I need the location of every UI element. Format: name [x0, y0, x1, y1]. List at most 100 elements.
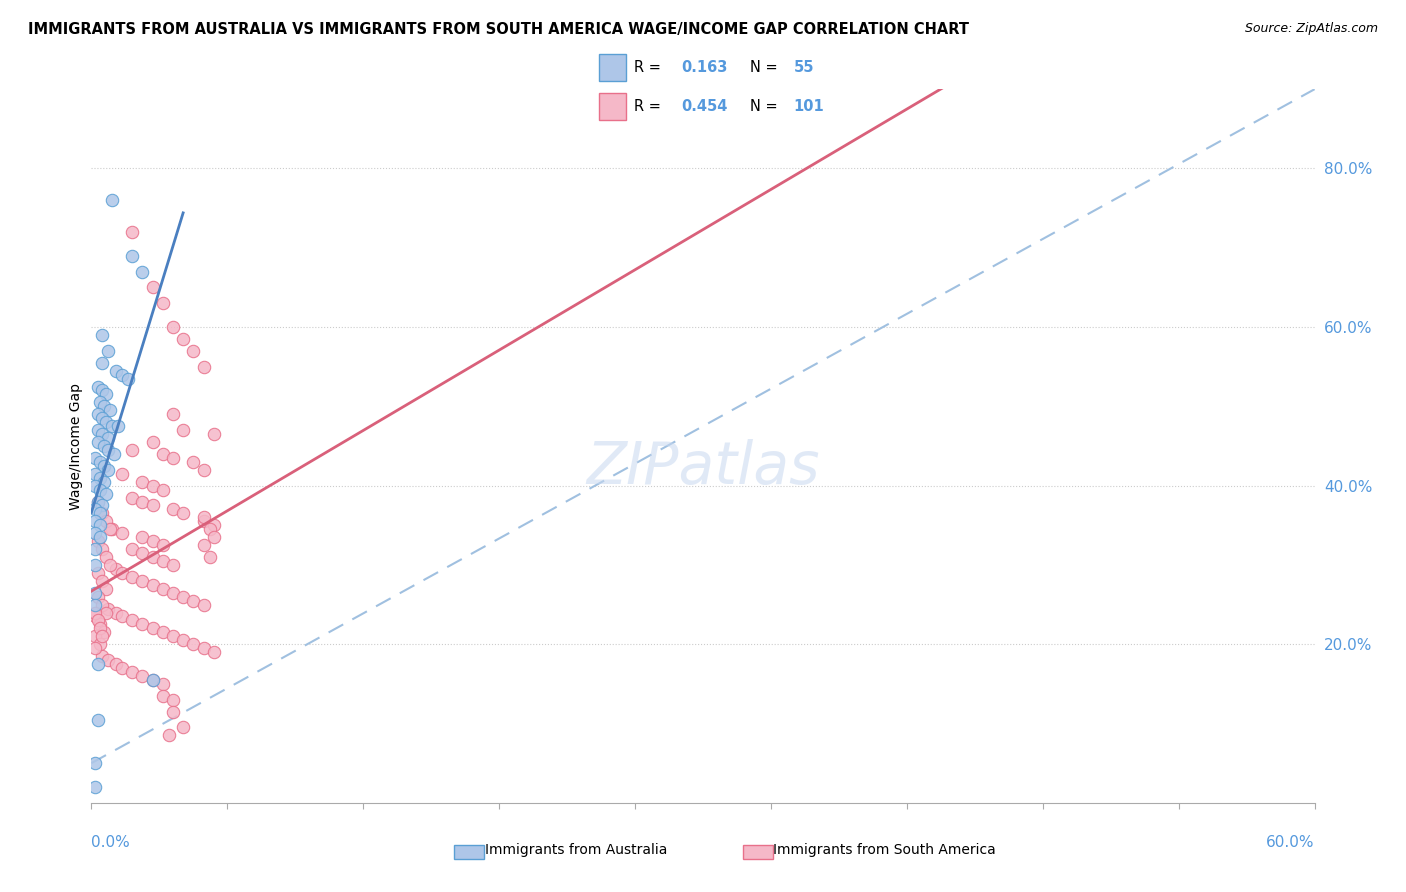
Point	[84, 558, 107, 572]
Point	[93, 458, 115, 473]
Point	[104, 657, 127, 671]
Point	[121, 491, 143, 505]
Point	[89, 471, 111, 485]
Point	[84, 606, 107, 620]
Point	[141, 578, 163, 592]
Point	[101, 193, 124, 207]
Point	[97, 653, 120, 667]
Point	[193, 514, 215, 528]
Point	[111, 566, 134, 580]
Text: ZIPatlas: ZIPatlas	[586, 439, 820, 496]
Bar	[742, 845, 773, 859]
Text: 0.0%: 0.0%	[91, 836, 131, 850]
Point	[90, 574, 112, 588]
Point	[141, 673, 163, 687]
Point	[152, 483, 174, 497]
Point	[84, 598, 107, 612]
Point	[86, 566, 108, 580]
Point	[97, 343, 120, 358]
Point	[84, 609, 107, 624]
Point	[162, 585, 184, 599]
Point	[101, 522, 124, 536]
Point	[131, 494, 153, 508]
Point	[172, 332, 194, 346]
Point	[89, 395, 111, 409]
Point	[193, 463, 215, 477]
Point	[193, 510, 215, 524]
Point	[183, 637, 205, 651]
Point	[111, 661, 134, 675]
Text: 0.163: 0.163	[681, 60, 727, 75]
Point	[94, 486, 117, 500]
Point	[86, 657, 108, 671]
Point	[93, 625, 115, 640]
Point	[90, 629, 112, 643]
Point	[162, 629, 184, 643]
Point	[152, 582, 174, 596]
Point	[84, 756, 107, 771]
Point	[121, 665, 143, 679]
Bar	[599, 93, 626, 120]
Point	[90, 598, 112, 612]
Point	[89, 518, 111, 533]
Point	[86, 590, 108, 604]
Point	[84, 629, 107, 643]
Point	[141, 435, 163, 450]
Point	[97, 463, 120, 477]
Point	[152, 677, 174, 691]
Point	[101, 419, 124, 434]
Point	[84, 780, 107, 794]
Point	[104, 364, 127, 378]
Point	[89, 621, 111, 635]
Point	[202, 518, 225, 533]
Text: Immigrants from Australia: Immigrants from Australia	[485, 843, 668, 857]
Point	[121, 249, 143, 263]
Point	[97, 431, 120, 445]
Point	[86, 379, 108, 393]
Y-axis label: Wage/Income Gap: Wage/Income Gap	[69, 383, 83, 509]
Text: 55: 55	[793, 60, 814, 75]
Point	[103, 447, 125, 461]
Point	[94, 415, 117, 429]
Point	[193, 538, 215, 552]
Point	[121, 542, 143, 557]
Point	[131, 264, 153, 278]
Point	[183, 455, 205, 469]
Point	[98, 403, 121, 417]
Point	[86, 614, 108, 628]
Point	[198, 549, 221, 564]
Point	[89, 483, 111, 497]
Point	[172, 507, 194, 521]
Point	[97, 442, 120, 457]
Point	[193, 359, 215, 374]
Point	[94, 582, 117, 596]
Point	[141, 534, 163, 549]
Point	[152, 538, 174, 552]
Point	[93, 439, 115, 453]
Text: 101: 101	[793, 99, 824, 114]
Point	[84, 478, 107, 492]
Point	[111, 526, 134, 541]
Point	[152, 554, 174, 568]
Point	[90, 427, 112, 442]
Point	[86, 435, 108, 450]
Point	[141, 673, 163, 687]
Point	[121, 614, 143, 628]
Point	[152, 447, 174, 461]
Point	[90, 411, 112, 425]
Point	[131, 617, 153, 632]
Point	[202, 530, 225, 544]
Text: N =: N =	[749, 60, 782, 75]
Text: 60.0%: 60.0%	[1267, 836, 1315, 850]
Point	[172, 721, 194, 735]
Text: Immigrants from South America: Immigrants from South America	[773, 843, 995, 857]
Point	[141, 478, 163, 492]
Point	[84, 542, 107, 557]
Point	[98, 558, 121, 572]
Point	[86, 713, 108, 727]
Point	[89, 530, 111, 544]
Point	[162, 558, 184, 572]
Point	[86, 407, 108, 421]
Point	[131, 475, 153, 489]
Point	[93, 475, 115, 489]
